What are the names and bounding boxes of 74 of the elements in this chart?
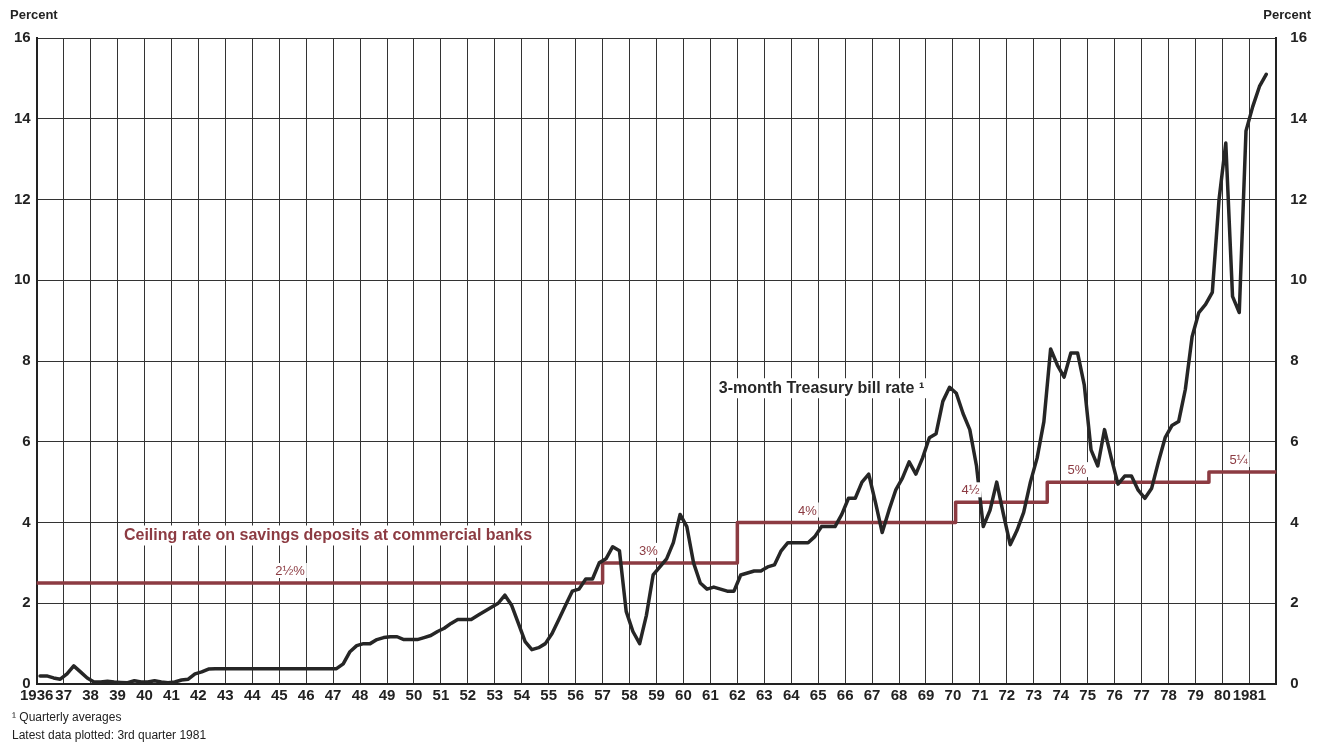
x-tick-label: 1981 [1232, 686, 1267, 704]
y-tick-label: 6 [22, 431, 31, 449]
x-tick-label: 48 [351, 686, 369, 704]
x-tick-label: 65 [809, 686, 827, 704]
x-tick-label: 74 [1052, 686, 1070, 704]
x-tick-label: 67 [863, 686, 881, 704]
y2-axis-title: Percent [1263, 7, 1312, 23]
x-tick-label: 56 [567, 686, 584, 704]
x-tick-label: 51 [432, 686, 450, 704]
y-tick-label: 2 [22, 593, 31, 611]
y-axis-title: Percent [10, 7, 59, 23]
x-tick-label: 68 [890, 686, 908, 704]
annotation: 5% [1067, 462, 1087, 478]
y2-tick-label: 12 [1290, 189, 1307, 207]
x-tick-label: 72 [998, 686, 1016, 704]
x-tick-label: 37 [55, 686, 72, 704]
x-tick-label: 79 [1187, 686, 1204, 704]
x-tick-label: 53 [486, 686, 504, 704]
annotation: 5¼ [1229, 452, 1248, 468]
y2-tick-label: 10 [1290, 270, 1307, 288]
text: ¹ Quarterly averages [12, 709, 123, 726]
x-tick-label: 77 [1133, 686, 1150, 704]
x-tick-label: 70 [944, 686, 962, 704]
x-tick-label: 69 [917, 686, 935, 704]
annotation: 4% [798, 502, 818, 518]
x-tick-label: 47 [324, 686, 342, 704]
x-tick-label: 60 [675, 686, 692, 704]
x-tick-label: 55 [540, 686, 558, 704]
x-tick-label: 52 [459, 686, 477, 704]
y2-tick-label: 4 [1290, 512, 1300, 530]
x-tick-label: 78 [1160, 686, 1177, 704]
x-tick-label: 45 [270, 686, 288, 704]
y-tick-label: 14 [14, 108, 32, 126]
y-tick-label: 16 [14, 28, 31, 46]
y2-tick-label: 14 [1290, 108, 1308, 126]
x-tick-label: 64 [782, 686, 801, 704]
x-tick-label: 57 [594, 686, 611, 704]
x-tick-label: 59 [648, 686, 665, 704]
y-tick-label: 8 [22, 351, 31, 369]
y-tick-label: 12 [14, 189, 31, 207]
x-tick-label: 44 [243, 686, 262, 704]
x-tick-label: 40 [136, 686, 153, 704]
annotation: 3% [639, 542, 659, 558]
x-tick-label: 38 [82, 686, 99, 704]
text: Latest data plotted: 3rd quarter 1981 [12, 727, 208, 744]
x-tick-label: 80 [1214, 686, 1231, 704]
y2-tick-label: 0 [1290, 674, 1299, 692]
x-tick-label: 58 [621, 686, 638, 704]
annotation: 2½% [275, 563, 306, 579]
y-tick-label: 4 [22, 512, 32, 530]
x-tick-label: 50 [405, 686, 423, 704]
y2-tick-label: 6 [1290, 431, 1299, 449]
y-tick-label: 10 [14, 270, 31, 288]
x-tick-label: 43 [216, 686, 234, 704]
x-tick-label: 71 [971, 686, 989, 704]
x-tick-label: 61 [702, 686, 719, 704]
x-tick-label: 62 [729, 686, 746, 704]
x-tick-label: 42 [190, 686, 207, 704]
y2-tick-label: 16 [1290, 28, 1307, 46]
x-tick-label: 73 [1025, 686, 1043, 704]
series-label: 3-month Treasury bill rate ¹ [718, 378, 925, 396]
x-tick-label: 54 [513, 686, 531, 704]
annotation: 4½ [961, 482, 980, 498]
x-tick-label: 66 [836, 686, 854, 704]
x-tick-label: 75 [1079, 686, 1097, 704]
y2-tick-label: 2 [1290, 593, 1299, 611]
x-tick-label: 49 [378, 686, 396, 704]
x-tick-label: 63 [755, 686, 773, 704]
x-tick-label: 39 [109, 686, 126, 704]
text: Ceiling rate on savings deposits at commercial banks [123, 525, 533, 543]
x-tick-label: 41 [163, 686, 180, 704]
x-tick-label: 76 [1106, 686, 1123, 704]
x-tick-label: 46 [297, 686, 315, 704]
y2-tick-label: 8 [1290, 351, 1299, 369]
